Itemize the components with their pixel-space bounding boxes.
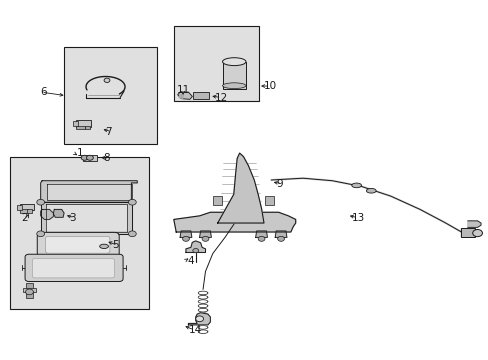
Polygon shape xyxy=(41,181,137,202)
Circle shape xyxy=(37,231,44,237)
Polygon shape xyxy=(467,221,480,227)
Text: 4: 4 xyxy=(187,256,194,266)
FancyBboxPatch shape xyxy=(37,232,119,257)
Circle shape xyxy=(104,78,110,82)
Text: 3: 3 xyxy=(69,213,76,222)
Bar xyxy=(20,204,34,211)
Text: 7: 7 xyxy=(105,127,112,136)
Circle shape xyxy=(195,316,203,321)
Polygon shape xyxy=(41,210,53,220)
Polygon shape xyxy=(177,92,192,99)
Circle shape xyxy=(258,236,264,241)
Text: 1: 1 xyxy=(76,148,83,158)
Circle shape xyxy=(277,236,284,241)
Text: 9: 9 xyxy=(276,179,282,189)
Text: 6: 6 xyxy=(41,87,47,97)
Bar xyxy=(46,205,127,231)
Polygon shape xyxy=(255,231,267,237)
Text: 5: 5 xyxy=(112,240,118,250)
Bar xyxy=(212,196,221,205)
Bar xyxy=(20,210,28,213)
Text: 2: 2 xyxy=(21,213,28,222)
Bar xyxy=(264,196,273,205)
Circle shape xyxy=(202,236,208,241)
Bar xyxy=(47,184,132,200)
Polygon shape xyxy=(180,231,191,237)
Circle shape xyxy=(192,248,198,253)
Circle shape xyxy=(472,229,482,237)
Ellipse shape xyxy=(222,58,245,66)
Polygon shape xyxy=(275,231,286,237)
Bar xyxy=(461,228,474,237)
Polygon shape xyxy=(217,153,264,223)
Bar xyxy=(10,157,149,309)
Bar xyxy=(73,121,78,126)
Text: 14: 14 xyxy=(188,325,201,335)
Bar xyxy=(85,126,90,130)
Bar xyxy=(17,205,21,210)
Text: 12: 12 xyxy=(215,93,228,103)
Ellipse shape xyxy=(366,188,375,193)
Polygon shape xyxy=(179,95,183,98)
Text: 10: 10 xyxy=(264,81,277,91)
Bar xyxy=(76,126,85,130)
Bar xyxy=(222,62,245,89)
Ellipse shape xyxy=(222,83,245,89)
Circle shape xyxy=(128,231,136,237)
Text: 8: 8 xyxy=(103,153,109,163)
FancyBboxPatch shape xyxy=(45,236,110,253)
FancyBboxPatch shape xyxy=(25,254,123,282)
Bar xyxy=(64,47,157,144)
Bar xyxy=(82,154,97,161)
Bar xyxy=(193,93,208,99)
Circle shape xyxy=(182,236,189,241)
Text: 13: 13 xyxy=(351,213,364,222)
Polygon shape xyxy=(41,202,132,234)
Circle shape xyxy=(25,289,33,295)
Bar xyxy=(22,288,36,292)
Ellipse shape xyxy=(100,244,108,248)
Polygon shape xyxy=(53,210,64,217)
Circle shape xyxy=(128,199,136,205)
Polygon shape xyxy=(173,212,295,232)
Polygon shape xyxy=(199,231,211,237)
Ellipse shape xyxy=(351,183,361,188)
Circle shape xyxy=(81,155,88,160)
FancyBboxPatch shape xyxy=(32,258,114,278)
Bar xyxy=(173,26,259,101)
Circle shape xyxy=(37,199,44,205)
Text: 11: 11 xyxy=(177,85,190,95)
Bar xyxy=(26,283,33,298)
Polygon shape xyxy=(185,241,205,252)
Polygon shape xyxy=(188,313,210,325)
Bar xyxy=(76,120,91,127)
Bar xyxy=(27,210,32,213)
Circle shape xyxy=(86,155,93,160)
